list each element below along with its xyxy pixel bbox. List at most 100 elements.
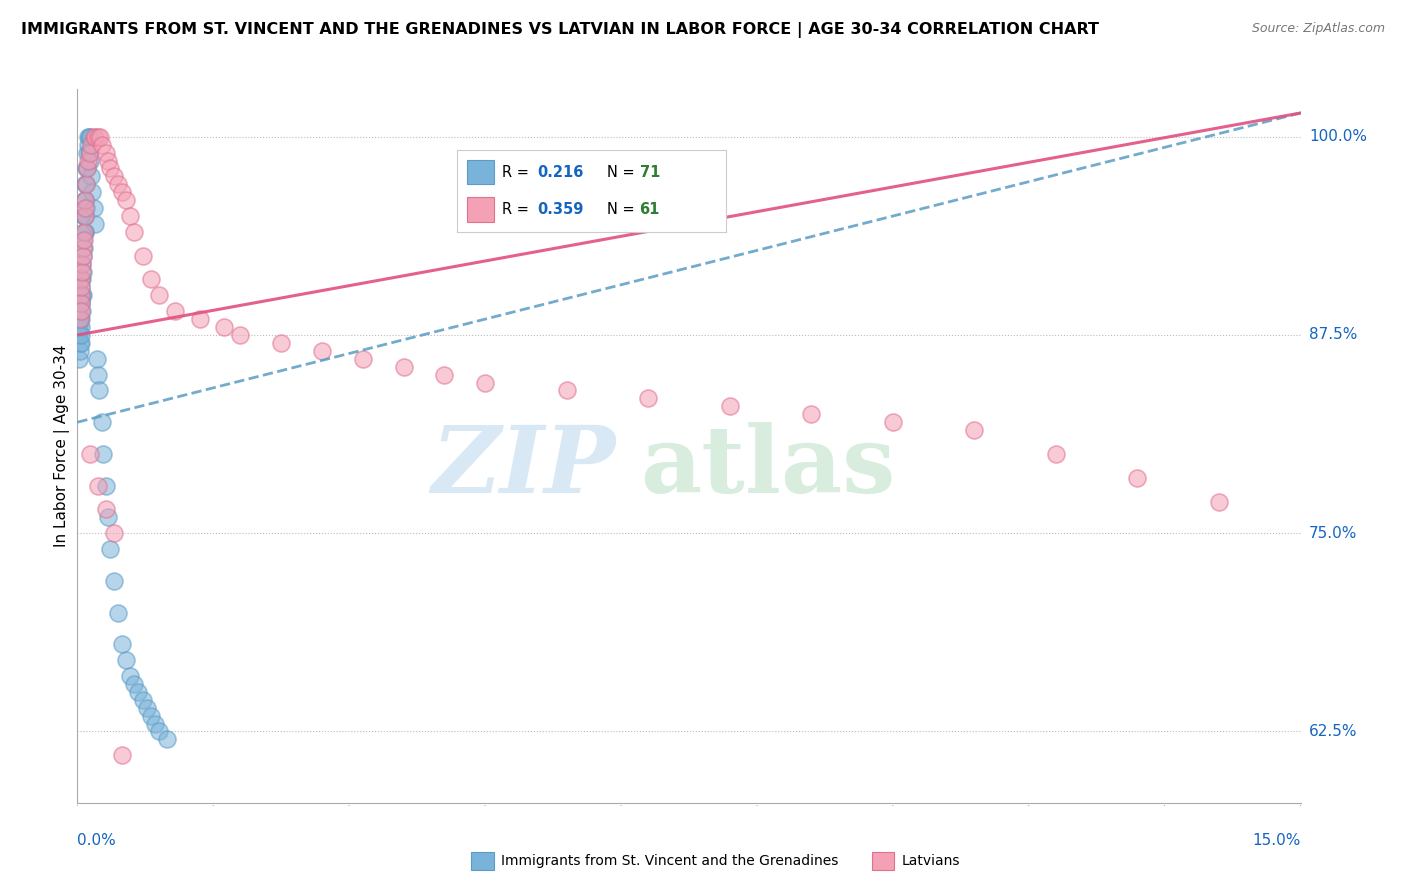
Point [75,193,97,207]
Text: Latvians: Latvians [901,854,960,868]
Point [69,335,91,350]
Point [212,320,235,334]
Text: 75.0%: 75.0% [1309,525,1357,541]
Point [73,225,96,239]
Point [127,685,149,699]
Point [73,233,96,247]
Point [69,312,91,326]
Point [70,328,93,343]
Point [555,384,578,398]
Point [139,708,162,723]
Point [352,351,374,366]
Point [156,732,179,747]
Point [70,272,93,286]
Point [70,257,93,271]
Point [70,304,93,318]
Point [70,312,93,326]
Point [77,129,100,144]
Point [474,376,496,390]
Point [115,193,138,207]
Point [70,280,93,294]
Text: 87.5%: 87.5% [1309,327,1357,343]
Point [131,692,153,706]
Text: 100.0%: 100.0% [1309,129,1367,145]
Point [229,328,252,343]
Point [69,288,91,302]
Point [67,328,90,343]
Point [111,637,134,651]
Point [93,447,115,461]
Point [97,153,120,168]
Point [72,249,94,263]
Point [69,312,91,326]
Point [69,335,91,350]
Point [67,351,90,366]
Point [75,193,97,207]
Point [79,145,101,160]
Point [165,304,187,318]
Point [98,161,121,176]
Point [77,145,100,160]
Point [1126,471,1149,485]
Point [120,669,142,683]
Point [72,288,94,302]
Point [120,209,142,223]
Point [107,606,129,620]
Point [148,724,170,739]
Point [148,288,170,302]
Point [87,478,110,492]
Point [76,145,98,160]
Text: ZIP: ZIP [432,423,616,512]
Point [70,288,93,302]
Point [73,241,96,255]
Point [69,343,91,358]
Point [103,526,125,541]
Point [73,225,96,239]
Point [75,178,97,192]
Point [98,542,121,557]
Point [83,129,105,144]
Point [96,510,118,524]
Point [103,169,125,184]
Point [76,161,98,176]
Point [70,304,93,318]
Point [139,272,162,286]
Point [70,272,93,286]
Point [107,178,129,192]
Point [89,384,111,398]
Text: IMMIGRANTS FROM ST. VINCENT AND THE GRENADINES VS LATVIAN IN LABOR FORCE | AGE 3: IMMIGRANTS FROM ST. VINCENT AND THE GREN… [21,22,1099,38]
Point [70,280,93,294]
Point [270,335,292,350]
Point [76,161,98,176]
Point [79,447,101,461]
Point [86,351,108,366]
Point [124,677,146,691]
Point [90,137,112,152]
Point [75,161,97,176]
Text: 62.5%: 62.5% [1309,724,1357,739]
Text: atlas: atlas [640,423,896,512]
Point [87,129,110,144]
Point [84,217,107,231]
Point [79,129,101,144]
Point [72,241,94,255]
Point [69,296,91,310]
Point [79,153,101,168]
Point [89,129,111,144]
Point [637,392,659,406]
Point [77,129,100,144]
Point [131,249,153,263]
Point [69,320,91,334]
Point [69,296,91,310]
Point [77,137,100,152]
Point [70,257,93,271]
Point [1208,494,1230,508]
Point [115,653,138,667]
Point [80,186,103,200]
Point [70,296,93,310]
Text: 0.0%: 0.0% [77,833,117,848]
Point [1045,447,1067,461]
Point [70,272,93,286]
Point [143,716,166,731]
Point [73,209,96,223]
